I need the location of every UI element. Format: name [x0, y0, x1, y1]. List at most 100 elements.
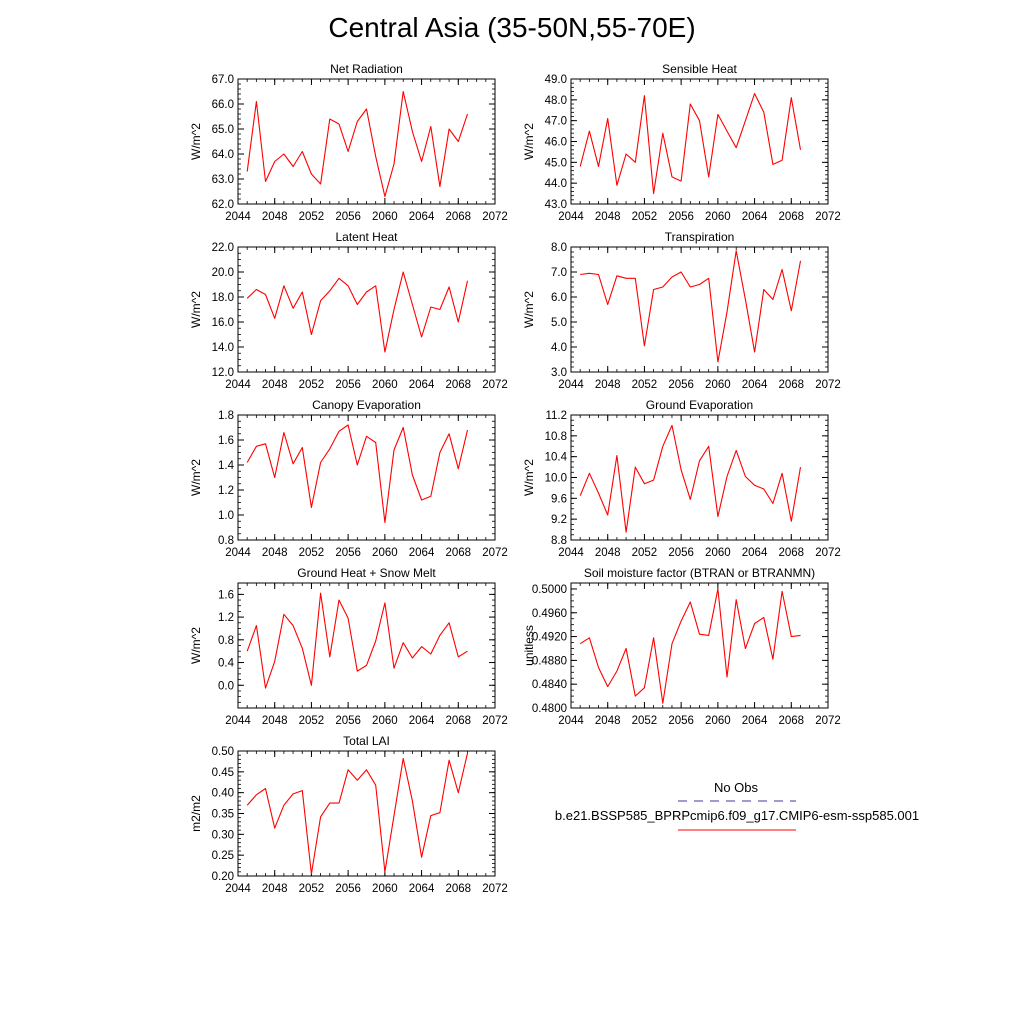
x-tick-label: 2064 [409, 883, 435, 895]
y-tick-label: 10.0 [545, 473, 567, 485]
x-tick-label: 2048 [262, 547, 288, 559]
y-tick-label: 1.2 [218, 612, 234, 624]
panel-title: Latent Heat [335, 230, 398, 244]
x-tick-label: 2072 [815, 547, 841, 559]
y-tick-label: 8.0 [551, 242, 567, 254]
y-tick-label: 64.0 [212, 149, 234, 161]
y-tick-label: 1.6 [218, 435, 234, 447]
x-tick-label: 2060 [372, 883, 398, 895]
x-tick-label: 2064 [409, 211, 435, 223]
x-tick-label: 2052 [632, 547, 658, 559]
y-tick-label: 0.8 [218, 535, 234, 547]
panel-title: Canopy Evaporation [312, 398, 421, 412]
y-axis-label: unitless [522, 625, 536, 666]
x-tick-label: 2044 [225, 379, 251, 391]
chart-panel: Sensible Heat W/m^2 43.0 44.0 45.0 46.0 47.0 48… [522, 62, 841, 223]
series-line [246, 592, 468, 689]
y-tick-label: 1.4 [218, 460, 235, 472]
y-tick-label: 1.0 [218, 510, 234, 522]
plot-frame [570, 582, 829, 709]
y-axis-label: W/m^2 [189, 123, 203, 160]
x-tick-label: 2048 [595, 211, 621, 223]
y-axis-label: W/m^2 [189, 291, 203, 328]
series-line [579, 93, 802, 195]
plot-frame [570, 246, 829, 373]
x-tick-label: 2064 [742, 715, 768, 727]
x-tick-label: 2048 [595, 715, 621, 727]
y-tick-label: 9.2 [551, 514, 567, 526]
y-tick-label: 22.0 [212, 242, 234, 254]
x-tick-label: 2052 [299, 379, 325, 391]
series-line [580, 250, 802, 363]
x-tick-label: 2068 [445, 379, 471, 391]
x-tick-label: 2064 [409, 715, 435, 727]
x-tick-label: 2056 [668, 547, 694, 559]
x-tick-label: 2048 [262, 883, 288, 895]
series-line [579, 588, 801, 704]
x-tick-label: 2068 [778, 715, 804, 727]
panel-title: Ground Heat + Snow Melt [297, 566, 436, 580]
y-tick-label: 9.6 [551, 493, 567, 505]
y-axis-label: W/m^2 [522, 459, 536, 496]
x-tick-label: 2044 [225, 883, 251, 895]
y-tick-label: 0.4880 [532, 655, 567, 667]
x-tick-label: 2056 [668, 715, 694, 727]
x-tick-label: 2060 [372, 379, 398, 391]
y-tick-label: 1.6 [218, 589, 234, 601]
y-tick-label: 14.0 [212, 342, 234, 354]
x-tick-label: 2048 [595, 547, 621, 559]
x-tick-label: 2068 [445, 883, 471, 895]
y-tick-label: 67.0 [212, 74, 234, 86]
legend-obs-label: No Obs [714, 780, 759, 795]
legend-model-label: b.e21.BSSP585_BPRPcmip6.f09_g17.CMIP6-es… [555, 808, 919, 823]
y-tick-label: 0.4800 [532, 703, 567, 715]
y-tick-label: 0.5000 [532, 584, 567, 596]
y-tick-label: 48.0 [545, 95, 567, 107]
y-tick-label: 6.0 [551, 292, 567, 304]
x-tick-label: 2072 [482, 547, 508, 559]
x-tick-label: 2060 [372, 211, 398, 223]
x-tick-label: 2052 [299, 883, 325, 895]
y-tick-label: 0.4 [218, 658, 235, 670]
chart-panel: Latent Heat W/m^2 12.0 14.0 16.0 18.0 20.0 22.0… [189, 230, 508, 391]
x-tick-label: 2068 [445, 547, 471, 559]
y-axis-label: W/m^2 [189, 459, 203, 496]
x-tick-label: 2044 [225, 715, 251, 727]
panel-title: Ground Evaporation [646, 398, 753, 412]
panel-title: Transpiration [665, 230, 735, 244]
x-tick-label: 2060 [705, 547, 731, 559]
y-tick-label: 0.30 [212, 829, 234, 841]
x-tick-label: 2072 [482, 715, 508, 727]
x-tick-label: 2064 [742, 379, 768, 391]
panel-title: Sensible Heat [662, 62, 737, 76]
y-tick-label: 12.0 [212, 367, 234, 379]
y-tick-label: 0.50 [212, 746, 234, 758]
y-tick-label: 16.0 [212, 317, 234, 329]
y-tick-label: 0.40 [212, 788, 234, 800]
x-tick-label: 2064 [409, 547, 435, 559]
chart-panel: Total LAI m2/m2 0.20 0.25 0.30 0.35 0.40 0.45 0.… [189, 734, 508, 895]
x-tick-label: 2056 [335, 547, 361, 559]
x-tick-label: 2052 [299, 547, 325, 559]
x-tick-label: 2060 [372, 715, 398, 727]
x-tick-label: 2056 [335, 883, 361, 895]
x-tick-label: 2068 [445, 211, 471, 223]
y-tick-label: 47.0 [545, 116, 567, 128]
y-tick-label: 0.25 [212, 850, 234, 862]
x-tick-label: 2060 [705, 715, 731, 727]
panel-title: Total LAI [343, 734, 390, 748]
y-axis-label: m2/m2 [189, 795, 203, 832]
y-tick-label: 0.4840 [532, 679, 567, 691]
x-tick-label: 2048 [262, 379, 288, 391]
x-tick-label: 2072 [482, 211, 508, 223]
x-tick-label: 2044 [558, 211, 584, 223]
x-tick-label: 2048 [595, 379, 621, 391]
y-tick-label: 4.0 [551, 342, 567, 354]
x-tick-label: 2044 [558, 547, 584, 559]
y-tick-label: 5.0 [551, 317, 567, 329]
chart-panel: Ground Evaporation W/m^2 8.8 9.2 9.6 10.0 10.4… [522, 398, 841, 559]
y-tick-label: 63.0 [212, 174, 234, 186]
plot-frame [237, 78, 496, 205]
page-title: Central Asia (35-50N,55-70E) [328, 12, 696, 43]
